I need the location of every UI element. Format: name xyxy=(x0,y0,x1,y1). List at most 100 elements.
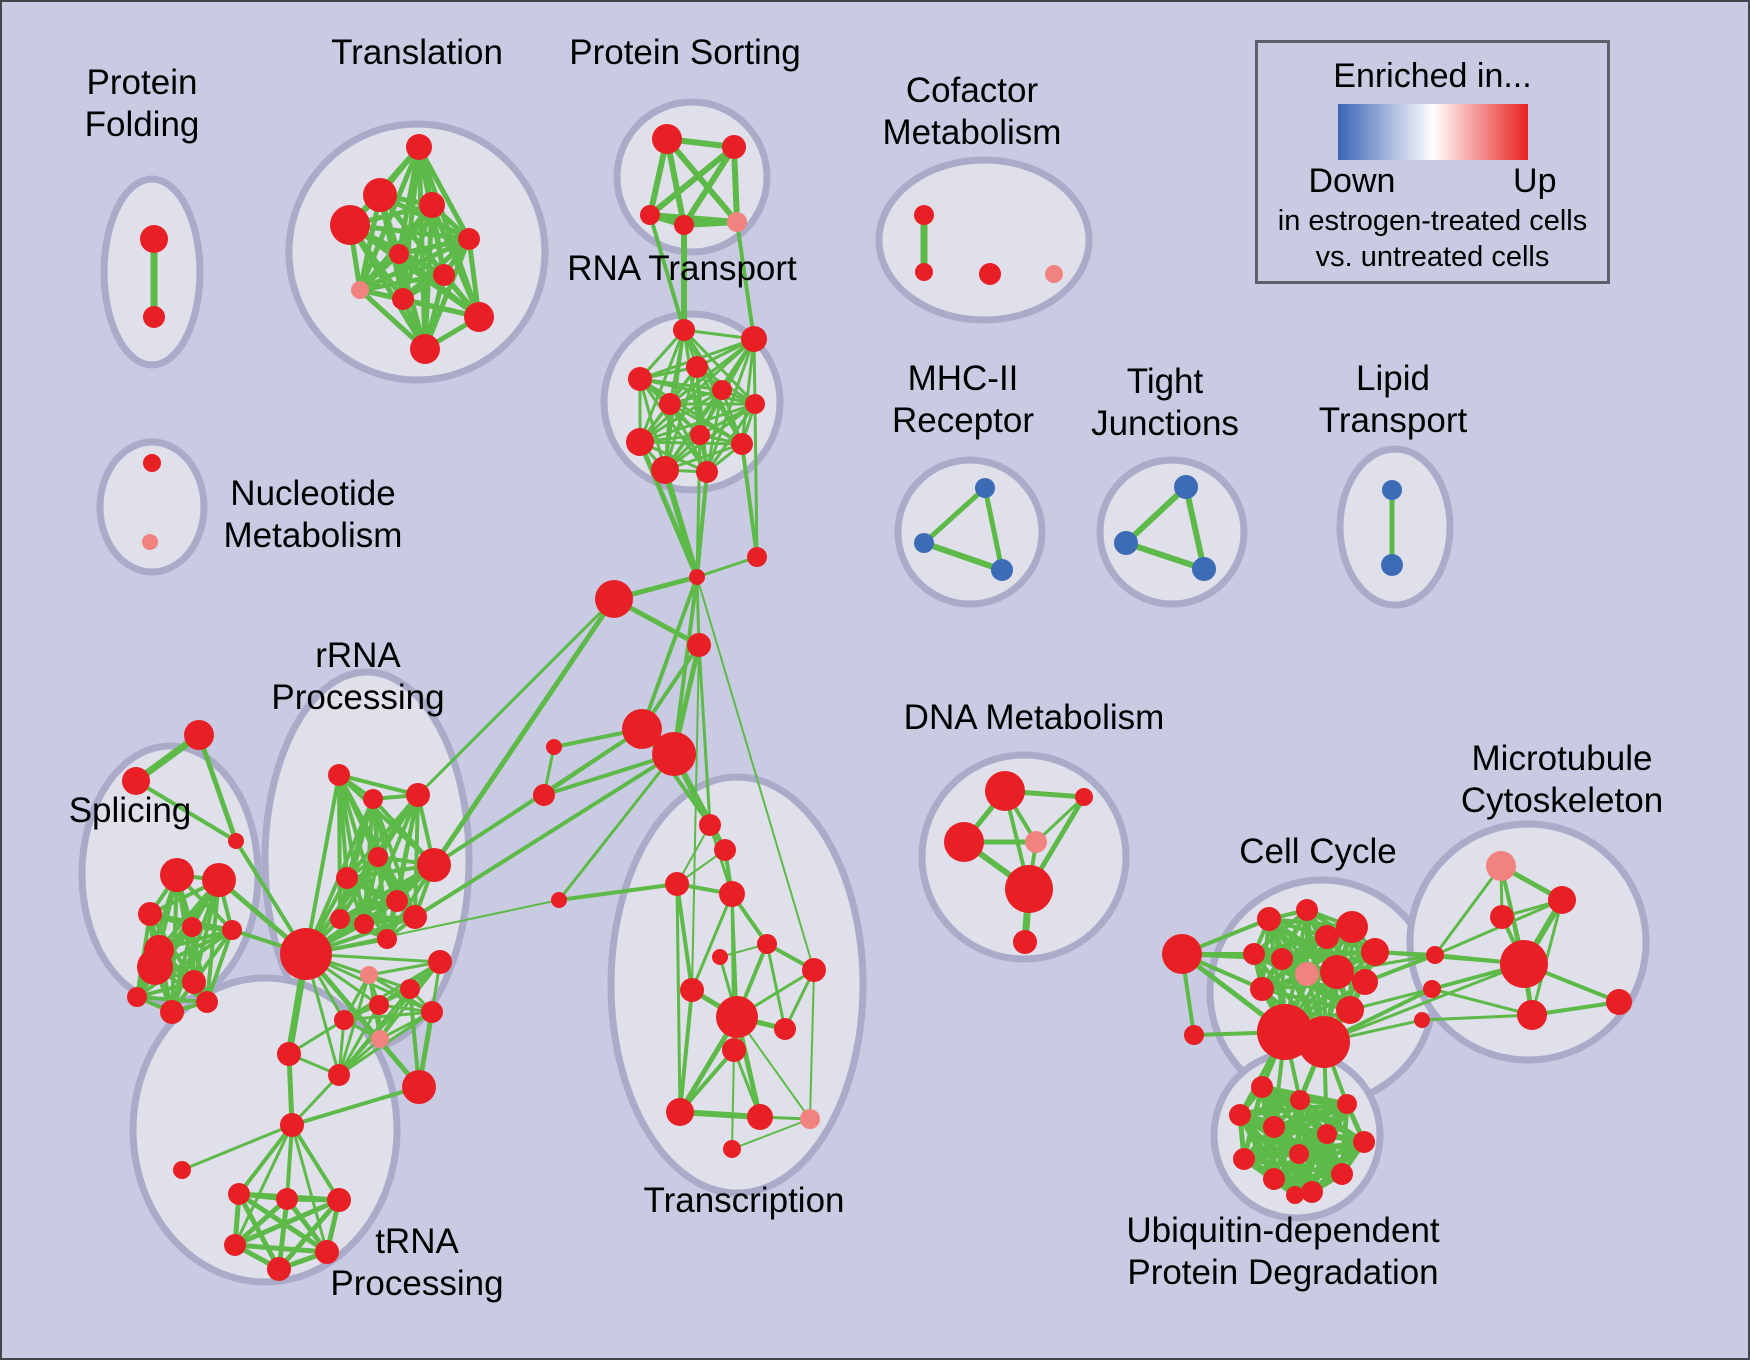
network-node xyxy=(417,848,451,882)
network-edge xyxy=(1348,987,1434,1012)
network-node xyxy=(985,771,1025,811)
network-node xyxy=(1317,1124,1337,1144)
network-node xyxy=(433,264,455,286)
network-edge xyxy=(196,732,239,844)
network-edge xyxy=(809,969,815,1120)
cluster-label-mhc-ii-receptor: Receptor xyxy=(892,401,1034,440)
network-node xyxy=(1257,907,1281,931)
network-edge xyxy=(557,752,676,902)
network-node xyxy=(626,428,654,456)
network-edge xyxy=(1252,935,1329,956)
network-node xyxy=(666,1098,694,1126)
network-node xyxy=(277,1042,301,1066)
network-node xyxy=(421,1001,443,1023)
network-node xyxy=(267,1257,291,1281)
network-edge xyxy=(690,892,734,992)
network-edge xyxy=(921,485,988,546)
network-node xyxy=(1263,1168,1285,1190)
legend-up-label: Up xyxy=(1513,162,1557,200)
network-node xyxy=(1548,886,1576,914)
network-node xyxy=(222,920,242,940)
network-edge xyxy=(1433,864,1503,957)
network-edge xyxy=(647,144,737,218)
cluster-label-microtubule-cytoskeleton: Cytoskeleton xyxy=(1461,781,1663,820)
network-node xyxy=(428,950,452,974)
network-node xyxy=(138,902,162,926)
network-node xyxy=(1298,1016,1350,1068)
cluster-label-lipid-transport: Lipid xyxy=(1356,359,1430,398)
network-node xyxy=(1263,1116,1285,1138)
network-node xyxy=(122,767,150,795)
network-edge xyxy=(638,377,709,474)
network-node xyxy=(551,892,567,908)
network-node xyxy=(1229,1104,1251,1126)
network-node xyxy=(690,425,710,445)
network-node xyxy=(1301,1181,1323,1203)
network-node xyxy=(1337,1094,1357,1114)
network-edge xyxy=(640,575,699,731)
network-edge xyxy=(285,1123,294,1201)
network-node xyxy=(137,949,173,985)
network-edge xyxy=(135,928,234,999)
network-node xyxy=(652,124,682,154)
network-node xyxy=(228,1183,250,1205)
legend-box: Enriched in... Down Up in estrogen-treat… xyxy=(1255,40,1610,284)
network-node xyxy=(774,1018,796,1040)
network-node xyxy=(699,814,721,836)
network-edge xyxy=(542,752,676,797)
legend-subtitle-line2: vs. untreated cells xyxy=(1315,241,1550,273)
network-node xyxy=(1290,1090,1310,1110)
network-node xyxy=(731,433,753,455)
network-node xyxy=(1025,831,1047,853)
network-edge xyxy=(367,960,442,977)
network-node xyxy=(410,334,440,364)
network-edge xyxy=(740,442,759,559)
network-edge xyxy=(705,402,757,474)
network-edge xyxy=(735,220,756,341)
network-node xyxy=(979,263,1001,285)
network-edge xyxy=(691,644,700,991)
cluster-ellipse-cofactor-metabolism xyxy=(875,156,1093,324)
network-node xyxy=(727,212,747,232)
network-node xyxy=(403,905,427,929)
network-node xyxy=(674,215,694,235)
network-edge xyxy=(1183,484,1207,572)
network-node xyxy=(1315,925,1339,949)
network-node xyxy=(1336,996,1364,1024)
network-node xyxy=(1517,1000,1547,1030)
network-node xyxy=(328,1064,350,1086)
network-node xyxy=(184,720,214,750)
network-node xyxy=(716,996,758,1038)
network-node xyxy=(1005,865,1053,913)
network-node xyxy=(1250,977,1274,1001)
network-node xyxy=(1353,1131,1375,1153)
cluster-ellipse-lipid-transport xyxy=(1336,445,1454,609)
network-edge xyxy=(135,995,209,1004)
nodes-layer xyxy=(122,124,1632,1281)
cluster-label-protein-folding: Folding xyxy=(85,105,200,144)
network-edge xyxy=(557,882,679,902)
network-edge xyxy=(695,555,759,579)
network-edge xyxy=(416,597,616,797)
network-node xyxy=(991,559,1013,581)
network-edge xyxy=(1123,540,1207,572)
network-node xyxy=(1271,948,1293,970)
network-node xyxy=(747,1104,773,1130)
network-node xyxy=(622,709,662,749)
network-node xyxy=(665,872,689,896)
network-node xyxy=(652,732,696,776)
cluster-ellipse-nucleotide-metabolism xyxy=(96,438,208,576)
network-node xyxy=(944,822,984,862)
network-edge xyxy=(1280,950,1377,961)
network-node xyxy=(143,454,161,472)
network-node xyxy=(659,393,681,415)
network-edge xyxy=(1237,1101,1350,1118)
network-node xyxy=(377,929,397,949)
network-edge xyxy=(134,779,238,843)
network-node xyxy=(640,205,660,225)
cluster-label-rna-transport: RNA Transport xyxy=(567,249,797,288)
network-node xyxy=(182,917,202,937)
network-node xyxy=(714,839,736,861)
network-edge xyxy=(731,1049,735,1150)
